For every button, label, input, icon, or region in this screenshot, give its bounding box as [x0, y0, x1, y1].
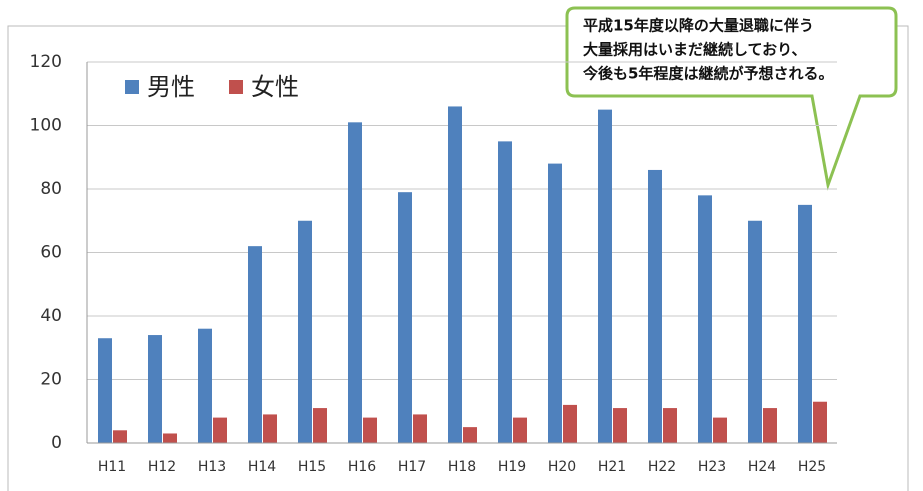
- x-tick-label: H21: [598, 459, 626, 475]
- bar: [598, 109, 612, 443]
- bar: [763, 408, 777, 443]
- bar: [298, 220, 312, 443]
- y-tick-label: 0: [51, 433, 62, 453]
- y-tick-label: 60: [40, 243, 62, 263]
- bar: [813, 401, 827, 443]
- bar: [198, 328, 212, 443]
- bar: [148, 335, 162, 443]
- bar: [463, 427, 477, 443]
- x-tick-label: H13: [198, 459, 226, 475]
- annotation: 平成15年度以降の大量退職に伴う: [583, 17, 814, 35]
- x-tick-label: H24: [748, 459, 776, 475]
- bar: [713, 417, 727, 443]
- legend-label: 女性: [251, 73, 299, 101]
- legend-swatch: [229, 80, 243, 94]
- bar: [798, 204, 812, 443]
- bar: [313, 408, 327, 443]
- y-tick-label: 120: [30, 52, 62, 72]
- bar: [348, 122, 362, 443]
- bar: [748, 220, 762, 443]
- bar: [213, 417, 227, 443]
- x-tick-label: H12: [148, 459, 176, 475]
- x-tick-label: H11: [98, 459, 126, 475]
- bar: [663, 408, 677, 443]
- bar: [248, 246, 262, 443]
- x-tick-label: H19: [498, 459, 526, 475]
- bar: [648, 169, 662, 443]
- bar: [563, 404, 577, 443]
- bar: [613, 408, 627, 443]
- bar: [498, 141, 512, 443]
- callout: [565, 6, 898, 191]
- x-tick-label: H23: [698, 459, 726, 475]
- annotation: 大量採用はいまだ継続しており、: [583, 41, 807, 59]
- x-tick-label: H18: [448, 459, 476, 475]
- x-tick-label: H15: [298, 459, 326, 475]
- bar: [698, 195, 712, 443]
- y-tick-label: 40: [40, 306, 62, 326]
- bar: [413, 414, 427, 443]
- bar: [363, 417, 377, 443]
- annotation: 今後も5年程度は継続が予想される。: [582, 65, 833, 83]
- bar: [113, 430, 127, 443]
- bar: [513, 417, 527, 443]
- bar: [548, 163, 562, 443]
- x-tick-label: H25: [798, 459, 826, 475]
- x-tick-label: H20: [548, 459, 576, 475]
- y-tick-label: 100: [30, 116, 62, 136]
- x-tick-label: H16: [348, 459, 376, 475]
- y-tick-label: 20: [40, 370, 62, 390]
- bar: [163, 433, 177, 443]
- bar: [98, 338, 112, 443]
- legend-swatch: [125, 80, 139, 94]
- bar: [448, 106, 462, 443]
- bar: [398, 192, 412, 443]
- legend-label: 男性: [147, 73, 195, 101]
- x-tick-label: H17: [398, 459, 426, 475]
- x-tick-label: H22: [648, 459, 676, 475]
- bar: [263, 414, 277, 443]
- y-tick-label: 80: [40, 179, 62, 199]
- x-tick-label: H14: [248, 459, 276, 475]
